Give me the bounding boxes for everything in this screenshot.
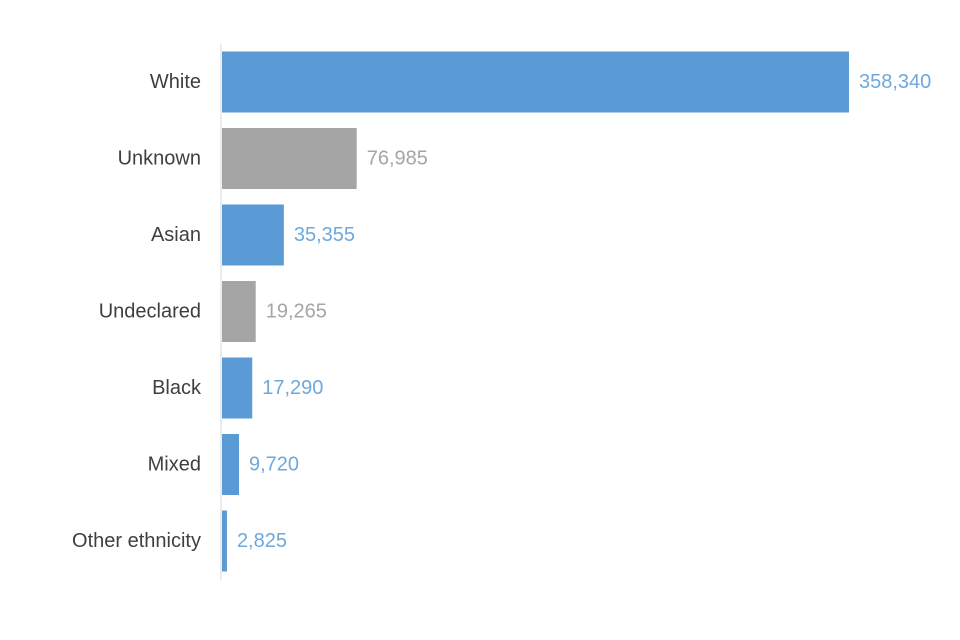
value-label-black: 17,290 xyxy=(262,377,323,399)
bar-asian xyxy=(222,204,284,266)
bar-white xyxy=(222,51,849,113)
category-label-asian: Asian xyxy=(151,224,201,246)
bar-unknown xyxy=(222,128,357,189)
bar-other-ethnicity xyxy=(222,510,227,572)
value-label-undeclared: 19,265 xyxy=(266,301,327,323)
bar-undeclared xyxy=(222,281,256,342)
category-label-mixed: Mixed xyxy=(148,454,201,476)
category-label-undeclared: Undeclared xyxy=(99,301,201,323)
value-label-asian: 35,355 xyxy=(294,224,355,246)
bar-black xyxy=(222,357,253,419)
category-label-black: Black xyxy=(152,377,202,399)
category-label-unknown: Unknown xyxy=(118,148,201,170)
value-label-other-ethnicity: 2,825 xyxy=(237,530,287,552)
category-label-white: White xyxy=(150,71,201,93)
category-label-other-ethnicity: Other ethnicity xyxy=(72,530,201,552)
value-label-mixed: 9,720 xyxy=(249,454,299,476)
value-label-unknown: 76,985 xyxy=(367,148,428,170)
value-label-white: 358,340 xyxy=(859,71,931,93)
bar-mixed xyxy=(222,434,240,495)
